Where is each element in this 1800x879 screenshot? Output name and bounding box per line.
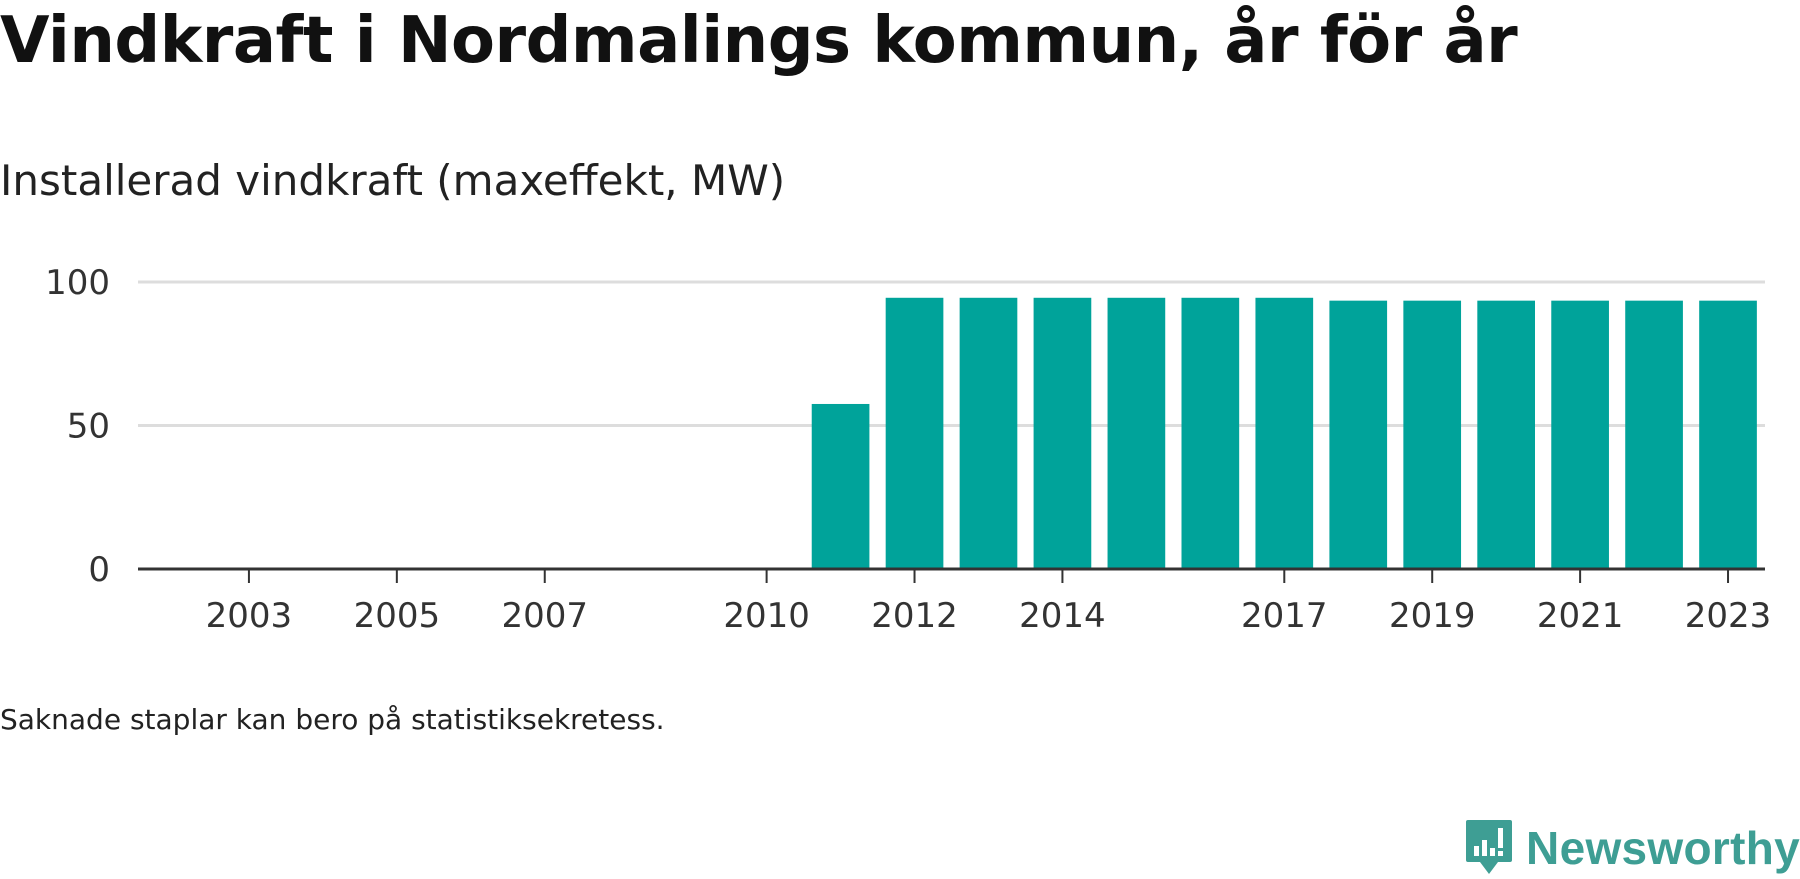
footnote: Saknade staplar kan bero på statistiksek… <box>0 703 665 736</box>
x-tick-label: 2021 <box>1537 596 1624 636</box>
bar-2018 <box>1329 300 1388 569</box>
bars <box>811 297 1757 569</box>
chart-title: Vindkraft i Nordmalings kommun, år för å… <box>0 4 1518 78</box>
bar-2022 <box>1625 300 1683 569</box>
tick-labels: 0 50 100 2003 2005 2007 2010 2012 2014 2017 2019 20… <box>45 263 1771 636</box>
x-tick-label: 2017 <box>1241 596 1328 636</box>
bar-2016 <box>1181 297 1240 569</box>
bar-2019 <box>1403 300 1462 569</box>
bar-2023 <box>1699 300 1757 569</box>
bar-2015 <box>1107 297 1166 569</box>
y-tick-label: 0 <box>88 550 110 590</box>
x-tick-label: 2023 <box>1685 596 1772 636</box>
brand-logo: Newsworthy <box>1464 818 1800 878</box>
bar-2020 <box>1477 300 1536 569</box>
y-tick-label: 100 <box>45 263 110 303</box>
x-tick-label: 2007 <box>501 596 588 636</box>
y-tick-label: 50 <box>67 407 110 447</box>
x-tick-label: 2005 <box>354 596 441 636</box>
bar-2012 <box>885 297 944 569</box>
x-tick-label: 2003 <box>206 596 293 636</box>
gridlines <box>138 280 1765 427</box>
bar-2021 <box>1551 300 1609 569</box>
newsworthy-logo-icon <box>1466 820 1513 874</box>
x-tick-label: 2012 <box>871 596 958 636</box>
bar-2017 <box>1255 297 1314 569</box>
x-tick-label: 2010 <box>723 596 810 636</box>
bar-2014 <box>1033 297 1092 569</box>
brand-name: Newsworthy <box>1526 822 1800 874</box>
axes <box>138 567 1765 583</box>
x-tick-label: 2014 <box>1019 596 1106 636</box>
bar-2011 <box>811 403 870 569</box>
x-tick-label: 2019 <box>1389 596 1476 636</box>
bar-2013 <box>959 297 1018 569</box>
chart-subtitle: Installerad vindkraft (maxeffekt, MW) <box>0 156 786 205</box>
